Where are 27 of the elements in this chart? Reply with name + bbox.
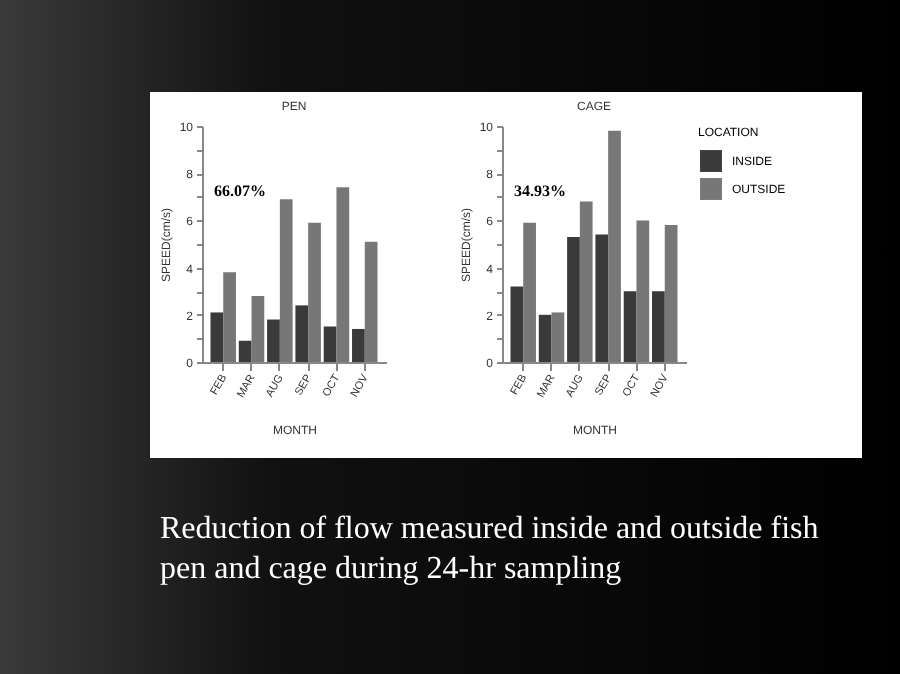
text: Reduction of flow measured inside and outside fish pen and cage during 24-hr sampling (160, 510, 821, 590)
bar (295, 305, 309, 362)
bar (510, 286, 524, 362)
annotation: 34.93% (514, 182, 566, 200)
bar (567, 236, 580, 362)
bar (551, 312, 565, 362)
bar (210, 312, 224, 362)
bar (352, 328, 365, 362)
bar (652, 291, 665, 362)
bar (523, 222, 536, 362)
bar (251, 295, 265, 362)
bar (623, 291, 637, 362)
bar (336, 187, 350, 362)
bar (223, 272, 236, 362)
bar (579, 201, 593, 362)
bar (538, 314, 552, 362)
annotation: 66.07% (214, 182, 266, 200)
bar (279, 199, 293, 362)
bar (636, 220, 650, 362)
bar (308, 222, 321, 362)
bar (608, 130, 621, 362)
bar (323, 326, 337, 362)
bar (238, 340, 252, 362)
bar (595, 234, 609, 362)
bar (664, 225, 678, 362)
bar (364, 241, 378, 362)
bar (267, 319, 280, 362)
